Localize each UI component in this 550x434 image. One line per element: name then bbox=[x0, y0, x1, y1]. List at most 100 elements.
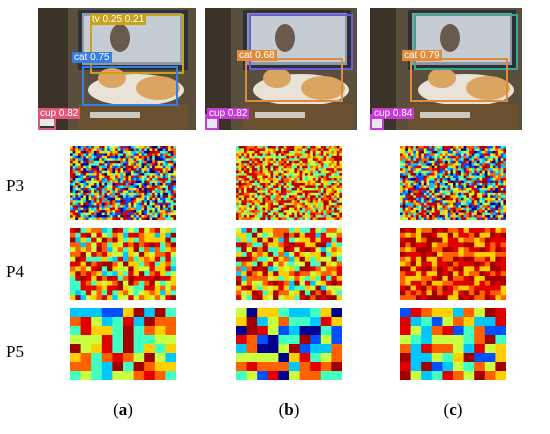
heatmap-cell bbox=[70, 295, 76, 300]
heatmap-cell bbox=[445, 170, 449, 174]
heatmap-cell bbox=[115, 150, 119, 154]
heatmap-cell bbox=[415, 202, 419, 206]
heatmap-cell bbox=[93, 195, 97, 199]
heatmap-cell bbox=[487, 168, 491, 172]
heatmap-cell bbox=[149, 183, 153, 186]
heatmap-cell bbox=[133, 242, 140, 248]
heatmap-cell bbox=[484, 308, 496, 318]
heatmap-cell bbox=[431, 180, 435, 184]
heatmap-cell bbox=[431, 326, 443, 336]
heatmap-cell bbox=[109, 210, 113, 213]
heatmap-cell bbox=[294, 146, 298, 149]
heatmap-cell bbox=[294, 197, 298, 201]
heatmap-cell bbox=[152, 173, 156, 176]
heatmap-cell bbox=[455, 202, 459, 206]
heatmap-cell bbox=[421, 228, 427, 234]
heatmap-cell bbox=[138, 285, 145, 291]
heatmap-cell bbox=[498, 153, 502, 157]
heatmap-cell bbox=[259, 187, 263, 191]
heatmap-cell bbox=[160, 173, 164, 176]
heatmap-cell bbox=[162, 160, 166, 164]
heatmap-cell bbox=[482, 217, 486, 220]
heatmap-cell bbox=[170, 183, 174, 186]
heatmap-cell bbox=[107, 192, 111, 196]
heatmap-cell bbox=[331, 158, 335, 162]
heatmap-cell bbox=[437, 252, 443, 258]
heatmap-cell bbox=[466, 192, 470, 196]
heatmap-cell bbox=[468, 180, 472, 184]
heatmap-cell bbox=[431, 232, 438, 238]
heatmap-cell bbox=[130, 205, 134, 209]
heatmap-cell bbox=[109, 202, 113, 206]
heatmap-cell bbox=[289, 200, 293, 204]
heatmap-cell bbox=[254, 175, 258, 179]
heatmap-cell bbox=[304, 197, 308, 201]
heatmap-cell bbox=[160, 295, 166, 300]
heatmap-cell bbox=[484, 192, 488, 196]
heatmap-cell bbox=[101, 195, 105, 199]
heatmap-cell bbox=[88, 146, 92, 149]
heatmap-cell bbox=[83, 192, 87, 196]
heatmap-cell bbox=[458, 192, 462, 196]
heatmap-cell bbox=[70, 153, 74, 157]
heatmap-cell bbox=[294, 163, 298, 167]
heatmap-cell bbox=[278, 153, 282, 157]
heatmap-cell bbox=[112, 165, 116, 169]
heatmap-cell bbox=[495, 252, 502, 258]
heatmap-cell bbox=[331, 308, 342, 318]
heatmap-cell bbox=[243, 185, 247, 189]
heatmap-cell bbox=[254, 173, 258, 176]
heatmap-cell bbox=[267, 187, 271, 191]
heatmap-cell bbox=[447, 280, 454, 286]
heatmap-cell bbox=[243, 183, 247, 186]
heatmap-cell bbox=[418, 153, 422, 157]
heatmap-cell bbox=[83, 153, 87, 157]
heatmap-cell bbox=[278, 210, 282, 213]
heatmap-cell bbox=[463, 261, 470, 267]
heatmap-cell bbox=[320, 165, 324, 169]
heatmap-cell bbox=[107, 158, 111, 162]
heatmap-cell bbox=[312, 205, 316, 209]
heatmap-cell bbox=[476, 150, 480, 154]
heatmap-cell bbox=[328, 168, 332, 172]
heatmap-cell bbox=[407, 185, 411, 189]
heatmap-cell bbox=[85, 276, 92, 282]
heatmap-cell bbox=[249, 192, 253, 196]
heatmap-cell bbox=[130, 185, 134, 189]
heatmap-cell bbox=[482, 150, 486, 154]
heatmap-cell bbox=[265, 183, 269, 186]
heatmap-cell bbox=[326, 180, 330, 184]
heatmap-cell bbox=[442, 210, 446, 213]
heatmap-cell bbox=[413, 217, 417, 220]
heatmap-cell bbox=[123, 178, 127, 181]
heatmap-cell bbox=[112, 178, 116, 181]
heatmap-cell bbox=[466, 195, 470, 199]
heatmap-cell bbox=[423, 217, 427, 220]
heatmap-cell bbox=[246, 242, 253, 248]
heatmap-cell bbox=[474, 146, 478, 149]
heatmap-cell bbox=[104, 192, 108, 196]
heatmap-cell bbox=[320, 180, 324, 184]
heatmap-cell bbox=[273, 195, 277, 199]
heatmap-cell bbox=[283, 200, 287, 204]
heatmap-cell bbox=[262, 242, 269, 248]
heatmap-cell bbox=[487, 173, 491, 176]
heatmap-cell bbox=[307, 146, 311, 149]
heatmap-cell bbox=[402, 183, 406, 186]
heatmap-cell bbox=[88, 168, 92, 172]
heatmap-cell bbox=[144, 168, 148, 172]
heatmap-cell bbox=[320, 205, 324, 209]
heatmap-cell bbox=[304, 290, 311, 296]
heatmap-cell bbox=[471, 195, 475, 199]
heatmap-cell bbox=[120, 170, 124, 174]
heatmap-cell bbox=[334, 185, 338, 189]
heatmap-cell bbox=[238, 210, 242, 213]
heatmap-cell bbox=[410, 163, 414, 167]
heatmap-cell bbox=[402, 185, 406, 189]
heatmap-cell bbox=[265, 187, 269, 191]
caption-open: ( bbox=[113, 400, 119, 419]
heatmap-cell bbox=[246, 228, 253, 234]
heatmap-cell bbox=[495, 163, 499, 167]
heatmap-cell bbox=[490, 276, 496, 282]
heatmap-cell bbox=[407, 165, 411, 169]
